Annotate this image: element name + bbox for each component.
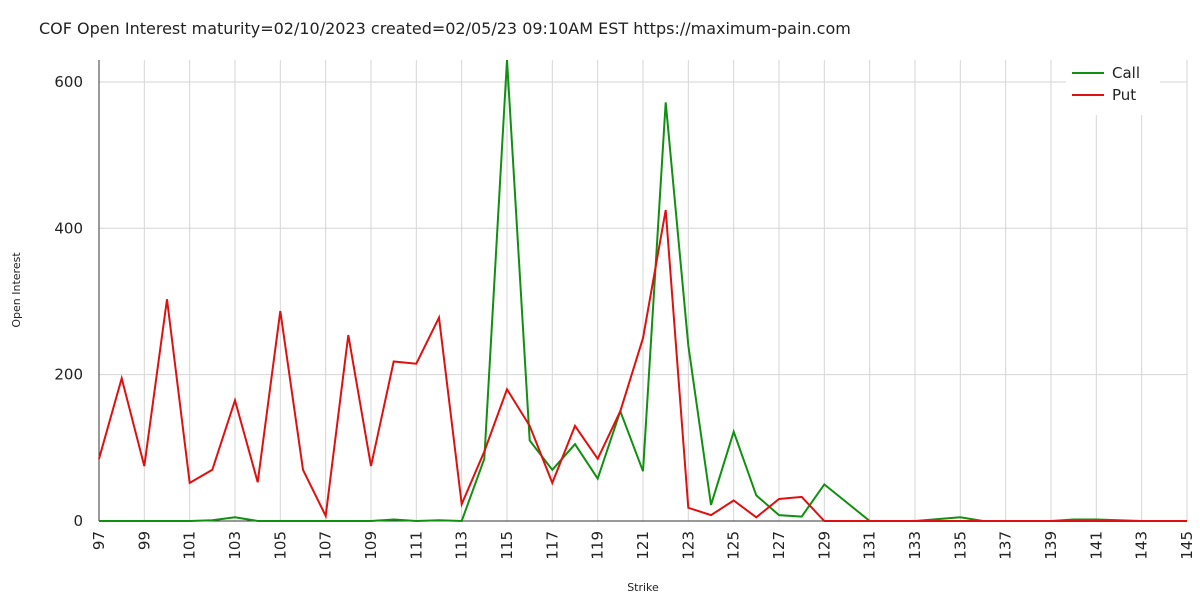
x-tick-label: 123 (679, 531, 697, 560)
series-layer (98, 59, 1187, 523)
x-tick-label: 139 (1042, 531, 1060, 560)
x-tick-label: 115 (498, 531, 516, 560)
x-tick-label: 121 (634, 531, 652, 560)
x-tick-label: 99 (135, 531, 153, 550)
x-tick-label: 97 (90, 531, 108, 550)
x-tick-label: 137 (997, 531, 1015, 560)
x-tick-label: 117 (543, 531, 561, 560)
x-tick-label: 119 (589, 531, 607, 560)
legend: Call Put (1066, 59, 1160, 115)
x-tick-label: 103 (226, 531, 244, 560)
legend-label-put: Put (1112, 86, 1136, 104)
x-tick-label: 101 (181, 531, 199, 560)
x-tick-label: 109 (362, 531, 380, 560)
series-line-put (98, 209, 1187, 522)
tick-labels: 0 200 400 600 97 99 101 103 105 107 109 111 113 115 11… (54, 73, 1196, 560)
legend-background (1066, 59, 1160, 115)
grid (98, 60, 1188, 521)
x-tick-label: 111 (407, 531, 425, 560)
x-tick-label: 145 (1178, 531, 1196, 560)
y-axis-label: Open Interest (10, 252, 23, 328)
x-tick-label: 141 (1087, 531, 1105, 560)
x-tick-label: 133 (906, 531, 924, 560)
y-tick-label: 200 (54, 366, 83, 384)
y-tick-label: 600 (54, 73, 83, 91)
y-tick-label: 0 (73, 512, 83, 530)
x-tick-label: 129 (815, 531, 833, 560)
x-tick-label: 143 (1133, 531, 1151, 560)
x-tick-label: 113 (453, 531, 471, 560)
x-tick-label: 127 (770, 531, 788, 560)
chart-title: COF Open Interest maturity=02/10/2023 cr… (39, 19, 851, 38)
x-axis-label: Strike (627, 581, 659, 594)
x-tick-label: 125 (725, 531, 743, 560)
x-tick-label: 107 (317, 531, 335, 560)
x-tick-label: 131 (861, 531, 879, 560)
legend-label-call: Call (1112, 64, 1140, 82)
x-tick-label: 135 (951, 531, 969, 560)
x-tick-label: 105 (271, 531, 289, 560)
y-tick-label: 400 (54, 219, 83, 237)
